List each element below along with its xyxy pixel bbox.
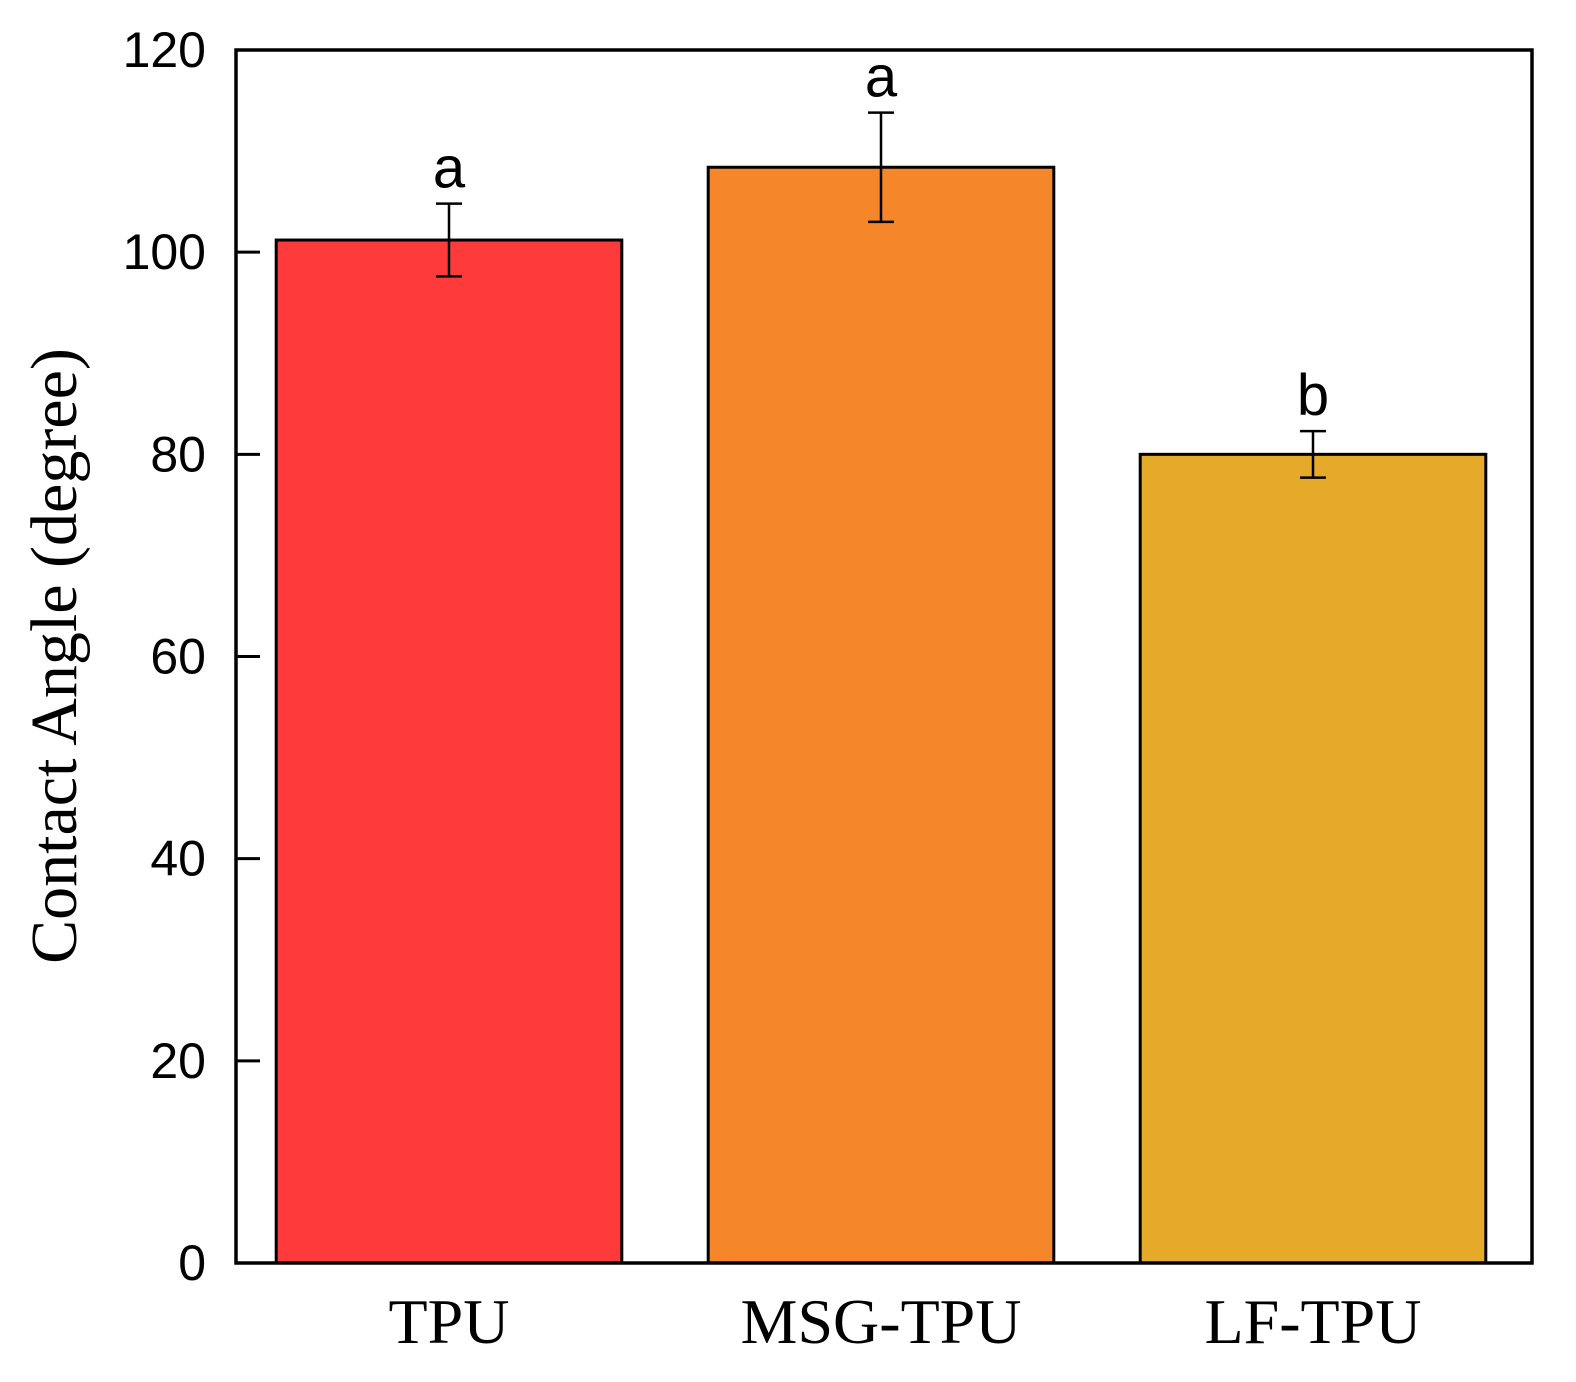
bars-layer bbox=[274, 165, 1488, 1265]
significance-letter: b bbox=[1297, 363, 1329, 428]
significance-letter: a bbox=[433, 136, 466, 201]
y-tick-label: 60 bbox=[150, 629, 206, 685]
error-bar bbox=[868, 111, 894, 224]
y-axis-title: Contact Angle (degree) bbox=[18, 348, 91, 964]
y-tick-label: 20 bbox=[150, 1033, 206, 1089]
bar-msg-tpu bbox=[706, 165, 1056, 1265]
x-tick-label: LF-TPU bbox=[1205, 1286, 1422, 1357]
y-tick-label: 100 bbox=[123, 224, 206, 280]
y-tick-label: 0 bbox=[178, 1235, 206, 1291]
bar-tpu bbox=[274, 238, 624, 1265]
error-bars-layer bbox=[436, 111, 1326, 479]
y-axis: 0 20 40 60 80 100 120 bbox=[123, 22, 260, 1291]
x-tick-label: MSG-TPU bbox=[741, 1286, 1022, 1357]
y-tick-label: 120 bbox=[123, 22, 206, 78]
x-tick-label: TPU bbox=[389, 1286, 510, 1357]
y-tick-label: 40 bbox=[150, 831, 206, 887]
x-axis: TPU MSG-TPU LF-TPU bbox=[389, 1286, 1422, 1357]
error-bar bbox=[436, 202, 462, 278]
bar-lf-tpu bbox=[1138, 452, 1488, 1265]
error-bar bbox=[1300, 429, 1326, 479]
significance-labels: a a b bbox=[433, 45, 1329, 428]
y-tick-label: 80 bbox=[150, 426, 206, 482]
significance-letter: a bbox=[865, 45, 898, 110]
